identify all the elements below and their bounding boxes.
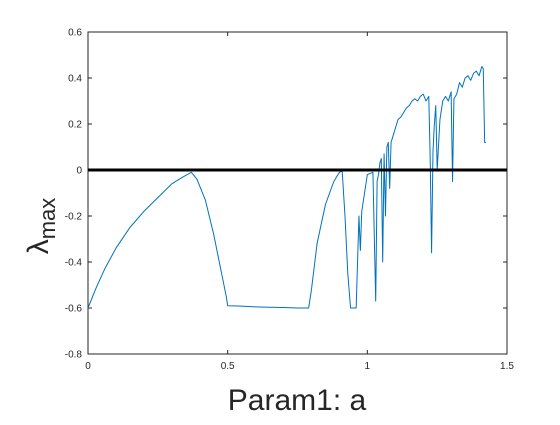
y-tick-label: -0.4 [65,258,83,269]
y-axis-label-base: λ [22,239,55,254]
series-line-0 [87,66,487,309]
x-tick-label: 0.5 [221,361,235,372]
y-tick-label: -0.6 [65,304,83,315]
y-axis-label-subscript: max [35,198,60,240]
plot-area [88,32,507,354]
axes-box [87,31,508,355]
y-tick-label: 0.4 [68,74,82,85]
y-tick-label: 0.6 [68,28,82,39]
y-tick-label: -0.2 [65,212,83,223]
x-tick-label: 1.5 [500,361,514,372]
svg-text:λmax: λmax [22,198,60,255]
x-tick-label: 0 [85,361,91,372]
series-layer [87,66,487,309]
y-axis-label: λmax [22,198,60,255]
x-axis-label: Param1: a [228,384,367,417]
ticks-layer: 0 0.5 1 1.5 -0.8 -0.6 -0.4 -0.2 0 0.2 0.4 0.6 [65,28,515,373]
x-tick-label: 1 [365,361,371,372]
axes-layer [87,31,508,355]
y-tick-label: -0.8 [65,350,83,361]
y-tick-label: 0.2 [68,120,82,131]
y-tick-label: 0 [76,166,82,177]
